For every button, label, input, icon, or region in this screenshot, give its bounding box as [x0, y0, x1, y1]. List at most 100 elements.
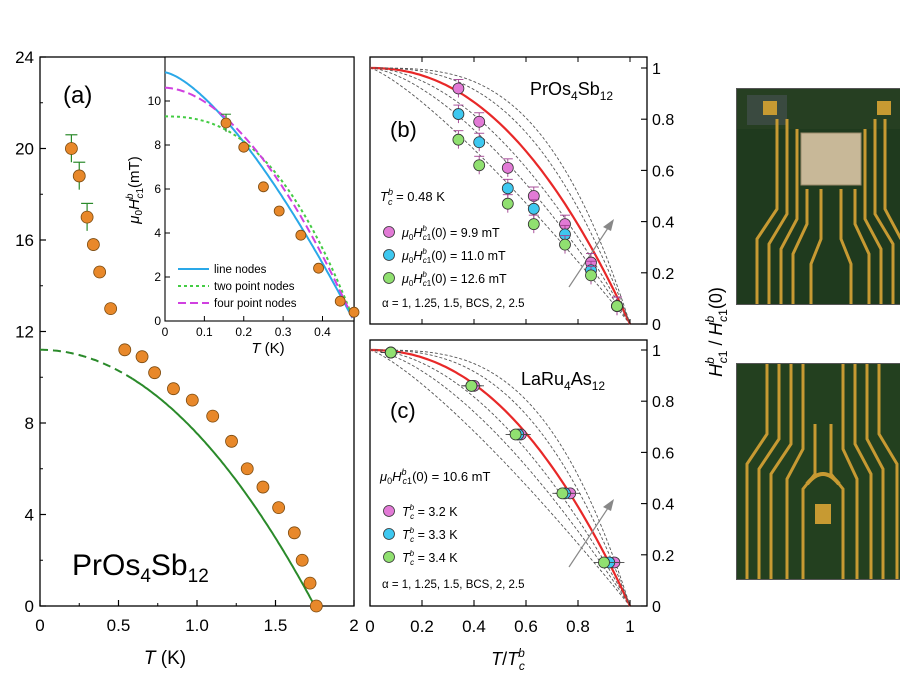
b-curves-bcs-curve: [370, 66, 631, 325]
b-points-data-point: [527, 202, 540, 215]
inset-two-point-curve: [165, 115, 354, 318]
inset-data-point: [295, 229, 307, 241]
a-data-point: [80, 210, 94, 224]
panel-b-label: (b): [390, 117, 417, 142]
panel-b-legend: μ0Hb c1(0) = 9.9 mT μ0Hb c1(0) = 11.0 mT μ…: [383, 224, 507, 288]
panel-c-alpha-text: α = 1, 1.25, 1.5, BCS, 2, 2.5: [382, 579, 525, 591]
a-xtick-label: 1.0: [185, 616, 209, 635]
c-curves-alpha-curve: [369, 349, 631, 607]
inset-x-axis-label: T (K): [251, 340, 284, 357]
inset-legend: line nodes two point nodes four point no…: [178, 264, 297, 310]
a-ytick-label: 12: [15, 323, 34, 342]
a-xtick-label: 0: [35, 616, 44, 635]
rb-ticks-tick-label: 0: [652, 317, 661, 334]
pcb-photo-top: [736, 88, 900, 305]
a-ytick-label: 4: [25, 506, 34, 525]
panel-a-y-ticks: 0 4 8 12 16 20 24: [15, 48, 46, 616]
in-ytick-label: 10: [148, 94, 162, 108]
b-curves-alpha-curve: [370, 67, 631, 325]
right-axis: 0 0.2 0.4 0.6 0.8 1 0 0.2 0.4 0.6 0.8 1 Hbc1 / Hbc…: [641, 61, 730, 616]
legend-b-1: μ0Hb c1(0) = 9.9 mT: [401, 224, 500, 242]
in-ytick-label: 8: [154, 138, 161, 152]
in-ytick-label: 6: [154, 182, 161, 196]
in-ytick-label: 2: [154, 270, 161, 284]
legend-c-3: Tb c = 3.4 K: [402, 549, 458, 567]
panel-c-alpha-curves: [369, 348, 631, 607]
panel-c-title: LaRu4As12: [521, 369, 605, 393]
rc-ticks-tick-label: 0.8: [652, 394, 674, 411]
a-data-point: [240, 462, 254, 476]
right-axis-c-ticks: 0 0.2 0.4 0.6 0.8 1: [641, 343, 674, 616]
panel-b-arrow: [568, 224, 611, 288]
panel-c-data-points: [380, 346, 625, 569]
inset-plot: 0 2 4 6 8 10 0 0.1 0.2 0.3 0.4 T (K) μ0Hbc1(mT) l…: [125, 56, 360, 357]
pcb-photo-bottom: [736, 363, 900, 580]
a-data-point: [309, 599, 323, 613]
legend-two-point-nodes: two point nodes: [214, 281, 295, 293]
inset-data-points: [220, 113, 360, 318]
panel-b-data-points: [452, 79, 623, 316]
c-xtick-label: 0.4: [462, 617, 486, 636]
c-curves-alpha-curve: [370, 349, 631, 607]
legend-line-nodes: line nodes: [214, 264, 267, 276]
legend-b-cyan-marker: [383, 249, 395, 261]
a-data-point: [295, 553, 309, 567]
a-ytick-label: 20: [15, 140, 34, 159]
panel-a-fit-curve: [40, 348, 316, 607]
inset-data-point: [258, 181, 269, 193]
a-data-point: [287, 526, 301, 540]
in-ytick-label: 4: [154, 226, 161, 240]
inset-data-point: [348, 306, 360, 318]
c-points-data-point: [465, 379, 478, 392]
b-points-data-point: [452, 133, 465, 146]
rc-ticks-tick-label: 1: [652, 343, 661, 360]
right-axis-label: Hbc1 / Hbc1(0): [703, 287, 730, 377]
rb-ticks-tick-label: 0.4: [652, 215, 674, 232]
a-ytick-label: 8: [25, 414, 34, 433]
inset-x-ticks: 0 0.1 0.2 0.3 0.4: [162, 316, 331, 339]
a-data-point: [72, 169, 86, 183]
panel-b-tc-text: Tb c = 0.48 K: [380, 187, 445, 207]
c-xtick-label: 0.6: [514, 617, 538, 636]
inset-model-curves: [164, 71, 354, 319]
legend-b-2: μ0Hb c1(0) = 11.0 mT: [401, 247, 506, 265]
panel-b-frame: [369, 56, 648, 325]
a-data-point: [93, 265, 107, 279]
panel-c-label: (c): [390, 398, 416, 423]
b-points-data-point: [501, 197, 514, 210]
panel-a-x-ticks: 0 0.5 1.0 1.5 2: [35, 600, 359, 635]
a-data-point: [104, 302, 118, 316]
b-points-data-point: [473, 115, 486, 128]
in-ytick-label: 0: [154, 314, 161, 328]
a-xtick-label: 1.5: [264, 616, 288, 635]
inset-data-point: [273, 205, 285, 217]
c-points-data-point: [556, 487, 569, 500]
c-xtick-label: 0.8: [566, 617, 590, 636]
inset-four-point-curve: [165, 86, 354, 318]
inset-data-point: [334, 295, 346, 307]
inset-line-nodes-curve: [164, 71, 354, 319]
c-points-data-point: [384, 346, 397, 359]
panel-c-frame: [369, 339, 648, 607]
a-data-point: [256, 480, 270, 494]
b-points-data-point: [473, 159, 486, 172]
in-xtick-label: 0.4: [314, 325, 331, 339]
right-axis-b-ticks: 0 0.2 0.4 0.6 0.8 1: [641, 61, 674, 334]
rc-ticks-tick-label: 0.2: [652, 548, 674, 565]
a-ytick-label: 24: [15, 48, 34, 67]
panel-a-compound: PrOs4Sb12: [72, 549, 209, 587]
b-points-data-point: [452, 108, 465, 120]
a-ytick-label: 16: [15, 231, 34, 250]
a-data-point: [167, 382, 180, 396]
b-points-data-point: [501, 182, 514, 195]
legend-c-1: Tb c = 3.2 K: [402, 503, 458, 521]
panel-b-title: PrOs4Sb12: [530, 79, 613, 103]
panel-c: (c) LaRu4As12 μ0Hb c1(0) = 10.6 mT Tb c = …: [365, 57, 648, 673]
a-fit-curve-solid: [132, 378, 316, 607]
legend-c-green-marker: [383, 551, 395, 563]
b-curves-alpha-curve: [370, 67, 631, 325]
panel-b: (b) PrOs4Sb12 Tb c = 0.48 K μ0Hb c1(0) = 9…: [369, 56, 648, 325]
legend-c-cyan-marker: [383, 528, 395, 540]
